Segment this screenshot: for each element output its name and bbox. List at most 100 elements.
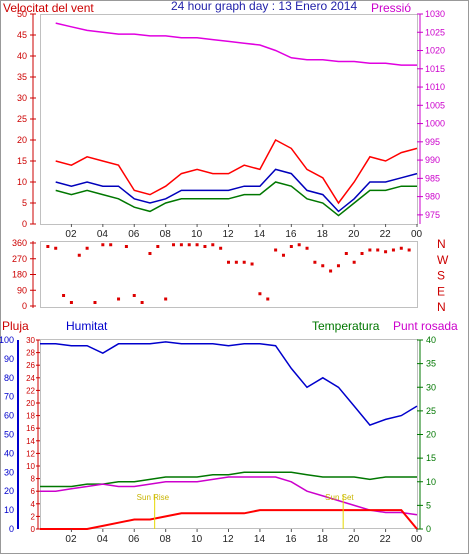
pressure-axis-label: Pressió [371,1,411,15]
humidity-tick-label: 10 [4,505,14,515]
series-gust [55,138,418,205]
series-pluja [40,509,418,530]
direction-point [242,260,246,264]
rain-tick-label: 26 [26,361,35,370]
direction-tick-label: 180 [12,270,27,280]
direction-point [140,301,144,304]
direction-point [54,246,58,250]
direction-point [148,252,152,255]
pressure-tick-label: 1000 [425,119,445,129]
pressure-tick-label: 975 [425,210,440,220]
pressure-tick-label: 980 [425,192,440,202]
direction-point [85,246,89,250]
sun-annotation-label: Sun Set [325,493,354,502]
direction-point [266,297,270,301]
temperature-tick-label: 0 [426,524,431,534]
wind-speed-tick-label: 40 [17,51,27,61]
rain-tick-label: 2 [31,512,36,521]
humidity-tick-label: 0 [9,524,14,534]
direction-tick-label: 360 [12,238,27,248]
temperature-tick-label: 15 [426,453,436,463]
direction-tick-label: 0 [22,301,27,311]
rain-tick-label: 0 [31,525,36,534]
direction-point [179,243,183,247]
wind-speed-tick-label: 20 [17,135,27,145]
temperature-tick-label: 5 [426,500,431,510]
direction-point [172,243,176,247]
direction-point [46,245,50,248]
temperature-tick-label: 35 [426,359,436,369]
humidity-x-tick-label: 10 [191,534,203,545]
rain-tick-label: 28 [26,349,35,358]
wind-speed-tick-label: 0 [22,219,27,229]
humidity-x-tick-label: 20 [348,534,360,545]
humidity-tick-label: 90 [4,354,14,364]
direction-ticks: 0 90 180 270 360 [12,238,36,311]
wind-speed-ticks: 0 5 10 15 20 25 30 35 40 45 50 [17,9,36,229]
temperature-tick-label: 25 [426,406,436,416]
humidity-x-tick-label: 02 [65,534,77,545]
wind-x-tick-label: 02 [65,229,77,240]
rain-tick-label: 16 [26,424,35,433]
direction-point [281,253,285,257]
wind-x-tick-label: 10 [191,229,203,240]
humidity-chart-series [40,341,418,530]
temperature-axis-label: Temperatura [312,319,380,333]
sun-annotation-label: Sun Rise [137,493,170,502]
humidity-x-tick-label: 22 [380,534,392,545]
direction-point [399,246,403,250]
wind-x-tick-label: 22 [380,229,392,240]
rain-tick-label: 20 [26,399,35,408]
wind-speed-axis-label: Velocitat del vent [3,1,94,15]
direction-chart-frame [40,241,418,308]
pressure-tick-label: 985 [425,173,440,183]
direction-point [321,264,325,268]
pressure-tick-label: 1015 [425,64,445,74]
series-speed [55,181,417,217]
wind-x-tick-label: 20 [348,229,360,240]
direction-point [258,292,262,296]
wind-speed-tick-label: 10 [17,177,27,187]
direction-point [368,248,372,252]
direction-point [219,246,223,250]
wind-x-tick-label: 06 [128,229,140,240]
humidity-chart-x-ticks: 02 04 06 08 10 12 14 16 18 20 22 00 [65,529,423,545]
humidity-tick-label: 70 [4,392,14,402]
series-average [55,168,418,213]
humidity-x-tick-label: 04 [97,534,109,545]
humidity-tick-label: 20 [4,486,14,496]
pressure-tick-label: 1010 [425,82,445,92]
wind-x-tick-label: 00 [411,229,423,240]
humidity-x-tick-label: 14 [254,534,266,545]
wind-chart-series [55,22,418,217]
direction-point [117,297,121,301]
wind-x-tick-label: 08 [160,229,172,240]
wind-speed-tick-label: 30 [17,93,27,103]
direction-tick-label: 90 [17,285,27,295]
wind-x-tick-label: 04 [97,229,109,240]
humidity-tick-label: 30 [4,467,14,477]
rain-tick-label: 22 [26,386,35,395]
wind-speed-tick-label: 45 [17,30,27,40]
direction-point [274,248,278,252]
humidity-x-tick-label: 12 [223,534,235,545]
direction-point [211,243,215,247]
rain-axis-label: Pluja [2,319,29,333]
direction-point [203,245,207,248]
pressure-tick-label: 1020 [425,46,445,56]
humidity-x-tick-label: 08 [160,534,172,545]
direction-point [289,245,293,248]
compass-label: S [437,269,445,283]
direction-point [195,243,199,247]
rain-tick-label: 18 [26,412,35,421]
direction-point [132,294,136,297]
direction-point [234,260,238,264]
humidity-tick-label: 40 [4,448,14,458]
direction-point [376,248,380,252]
temperature-tick-label: 20 [426,430,436,440]
direction-point [352,260,356,264]
series-punt-rosada [40,476,418,516]
temperature-tick-label: 40 [426,335,436,345]
